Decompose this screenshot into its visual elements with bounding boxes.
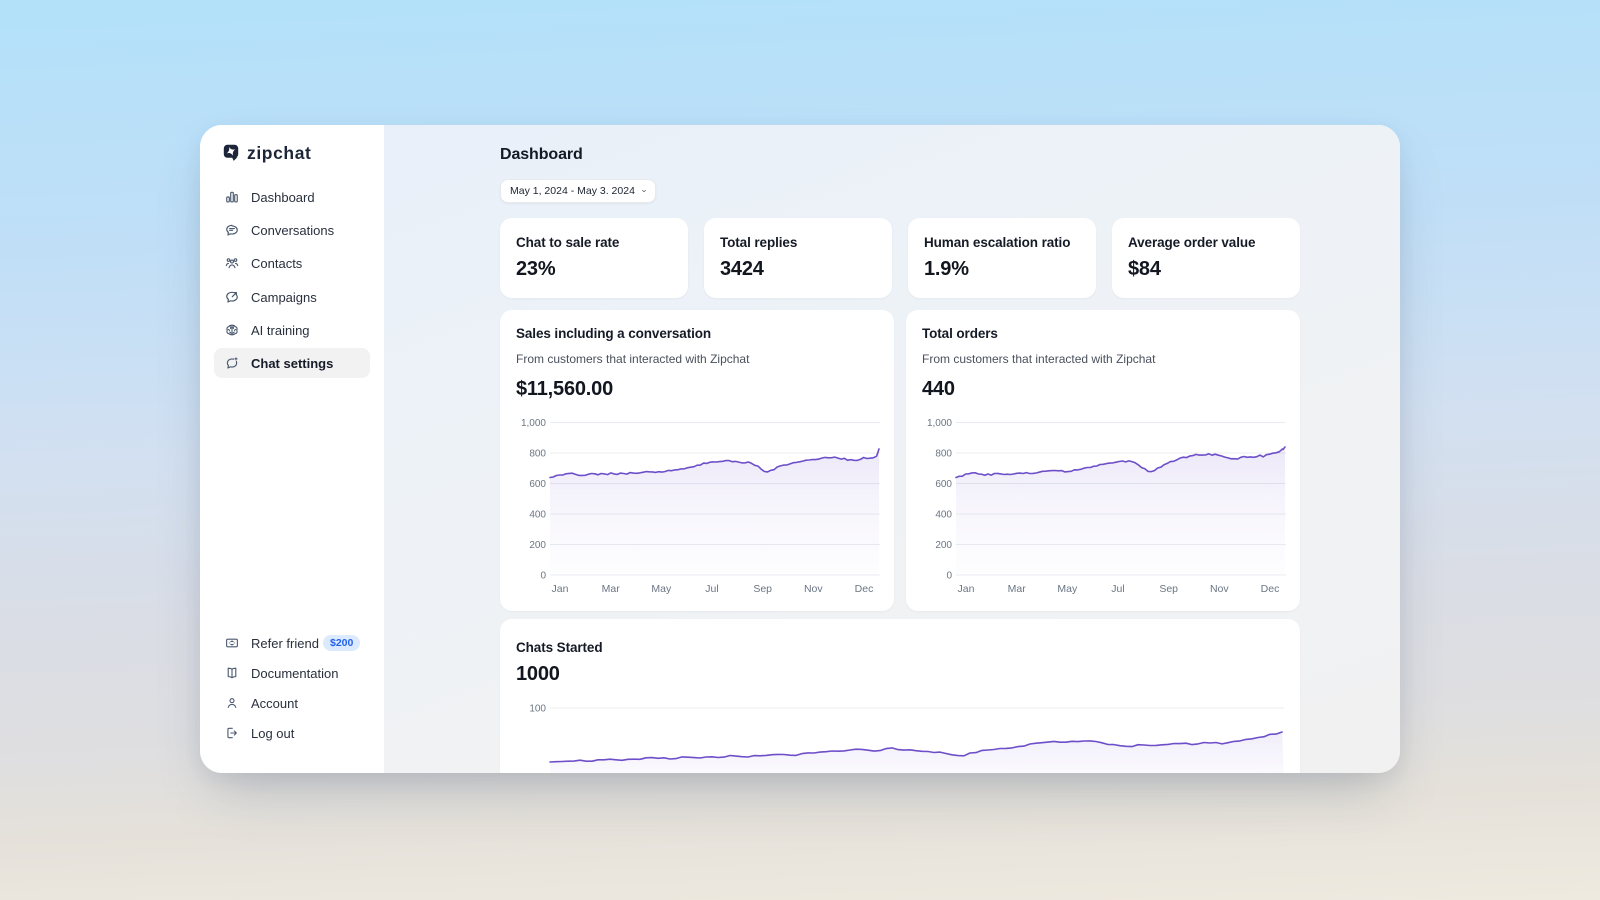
svg-text:800: 800 [529,449,546,460]
svg-text:800: 800 [935,449,952,460]
svg-text:0: 0 [540,571,546,582]
svg-text:1,000: 1,000 [927,418,952,429]
svg-text:200: 200 [529,540,546,551]
svg-text:600: 600 [935,479,952,490]
svg-text:Sep: Sep [1159,583,1178,595]
svg-text:400: 400 [935,510,952,521]
svg-text:Jan: Jan [552,583,569,595]
svg-text:May: May [1057,583,1078,595]
svg-text:600: 600 [529,479,546,490]
svg-text:Dec: Dec [1261,583,1280,595]
svg-text:400: 400 [529,510,546,521]
svg-text:Nov: Nov [804,583,823,595]
svg-text:0: 0 [946,571,952,582]
svg-text:Dec: Dec [855,583,874,595]
svg-text:Jan: Jan [958,583,975,595]
svg-text:Nov: Nov [1210,583,1229,595]
svg-text:100: 100 [529,704,546,715]
svg-text:Mar: Mar [602,583,621,595]
svg-text:Mar: Mar [1008,583,1027,595]
svg-text:1,000: 1,000 [521,418,546,429]
svg-text:Jul: Jul [1111,583,1124,595]
svg-text:200: 200 [935,540,952,551]
svg-text:Jul: Jul [705,583,718,595]
svg-text:Sep: Sep [753,583,772,595]
svg-text:May: May [651,583,672,595]
